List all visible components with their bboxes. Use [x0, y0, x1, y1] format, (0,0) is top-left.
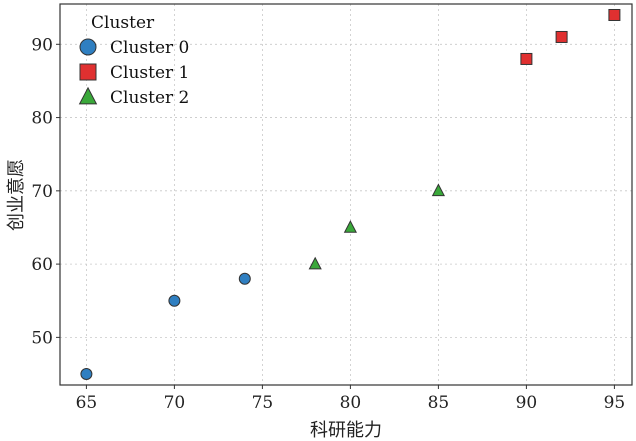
legend-marker-square	[79, 63, 97, 81]
y-axis: 50 60 70 80 90	[31, 35, 60, 348]
legend-title: Cluster	[91, 13, 155, 33]
legend-marker-circle	[79, 38, 97, 56]
x-tick-label: 95	[604, 393, 626, 413]
x-tick-label: 90	[516, 393, 538, 413]
y-tick-label: 70	[31, 182, 53, 202]
data-point-square	[608, 8, 621, 21]
x-tick-label: 65	[76, 393, 98, 413]
legend: Cluster Cluster 0 Cluster 1 Cluster 2	[78, 13, 189, 108]
x-tick-label: 75	[252, 393, 274, 413]
legend-marker-triangle	[78, 86, 98, 105]
legend-entry: Cluster 1	[110, 63, 189, 83]
x-axis: 65 70 75 80 85 90 95	[76, 385, 626, 413]
data-point-square	[520, 52, 533, 65]
data-point-triangle	[431, 183, 445, 197]
data-point-triangle	[343, 220, 357, 233]
legend-entry: Cluster 0	[110, 38, 189, 58]
y-axis-label: 创业意愿	[6, 159, 27, 231]
legend-entry: Cluster 2	[110, 88, 189, 108]
x-tick-label: 70	[164, 393, 186, 413]
x-tick-label: 85	[428, 393, 450, 413]
y-tick-label: 50	[31, 328, 53, 348]
plot-frame	[59, 3, 633, 386]
data-point-triangle	[308, 256, 322, 270]
y-tick-label: 60	[31, 255, 53, 275]
data-points	[80, 8, 621, 381]
y-tick-label: 90	[31, 35, 53, 55]
data-point-square	[555, 30, 568, 43]
grid	[60, 4, 632, 385]
data-point-circle	[80, 368, 93, 381]
data-point-circle	[168, 294, 181, 307]
x-tick-label: 80	[340, 393, 362, 413]
y-tick-label: 80	[31, 109, 53, 129]
x-axis-label: 科研能力	[310, 420, 382, 441]
data-point-circle	[238, 272, 251, 285]
